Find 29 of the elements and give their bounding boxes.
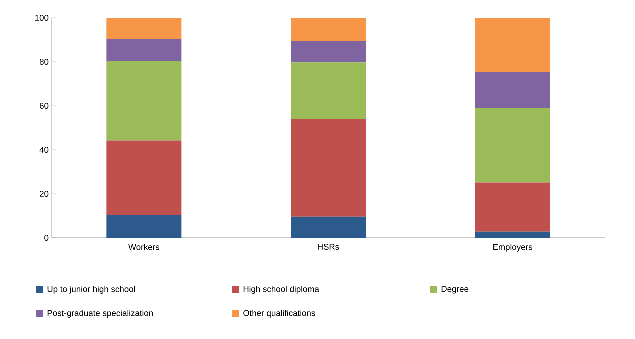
- bar: [291, 216, 366, 238]
- y-tick-label: 0: [44, 235, 49, 241]
- bar: [106, 62, 182, 141]
- x-tick-label: Workers: [128, 244, 160, 250]
- legend-label: Post-graduate specialization: [48, 310, 154, 318]
- bar: [475, 108, 550, 183]
- bar: [106, 216, 182, 238]
- legend-label: High school diploma: [244, 286, 320, 294]
- x-tick-label: HSRs: [318, 244, 340, 250]
- bar: [291, 41, 366, 63]
- bar: [291, 119, 366, 217]
- bar: [106, 18, 182, 40]
- bar: [475, 182, 550, 232]
- y-tick-label: 100: [35, 15, 49, 21]
- legend-label: Degree: [442, 286, 469, 294]
- bar: [475, 72, 550, 108]
- x-tick-label: Employers: [494, 244, 533, 252]
- y-tick-label: 20: [40, 191, 49, 197]
- bar: [291, 18, 366, 42]
- bar: [106, 39, 182, 62]
- bar: [106, 140, 182, 216]
- bar: [291, 62, 366, 120]
- bar: [475, 232, 550, 238]
- y-tick-label: 40: [40, 147, 49, 153]
- y-tick-label: 60: [40, 103, 49, 109]
- legend-label: Other qualifications: [244, 310, 316, 318]
- y-tick-label: 80: [40, 59, 49, 65]
- legend-label: Up to junior high school: [48, 286, 136, 294]
- bar: [475, 18, 550, 72]
